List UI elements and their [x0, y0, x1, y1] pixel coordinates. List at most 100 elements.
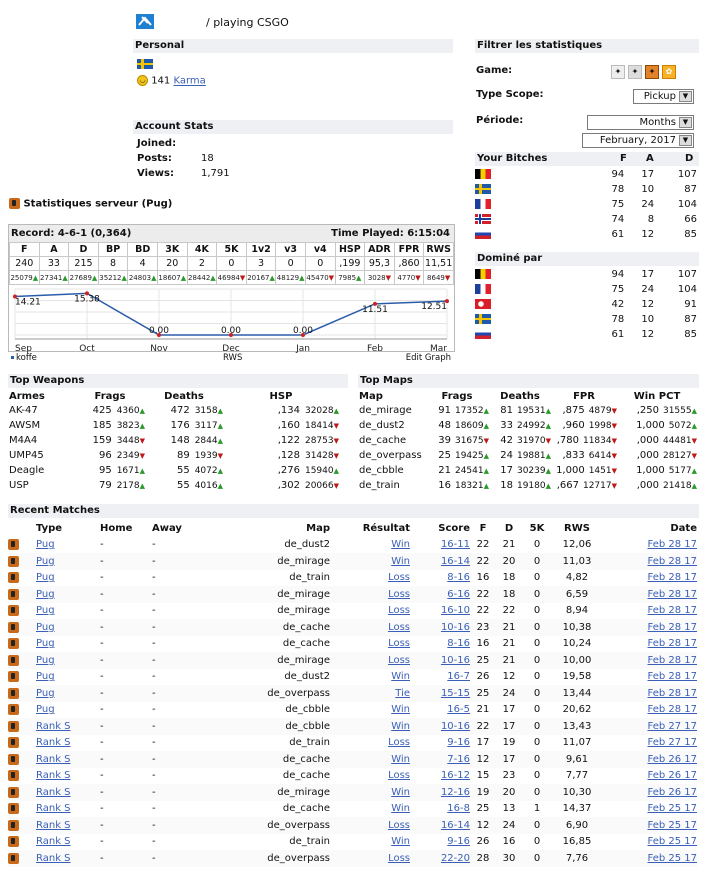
karma-link[interactable]: Karma — [173, 75, 206, 87]
period-select[interactable]: Months ▼ — [587, 115, 694, 130]
match-date-link[interactable]: Feb 28 17 — [647, 638, 697, 650]
match-date-link[interactable]: Feb 28 17 — [647, 539, 697, 551]
match-score-link[interactable]: 9-16 — [447, 836, 470, 848]
match-score-link[interactable]: 12-16 — [440, 786, 470, 798]
match-score-link[interactable]: 10-16 — [440, 621, 470, 633]
match-type-link[interactable]: Rank S — [36, 786, 71, 798]
player-row[interactable]: 61 12 85 — [475, 327, 697, 342]
match-score-link[interactable]: 16-14 — [440, 819, 470, 831]
match-date-link[interactable]: Feb 27 17 — [647, 737, 697, 749]
match-date-link[interactable]: Feb 27 17 — [647, 720, 697, 732]
match-type-link[interactable]: Pug — [36, 539, 55, 551]
month-select[interactable]: February, 2017 ▼ — [582, 133, 694, 148]
match-score-link[interactable]: 10-16 — [440, 720, 470, 732]
game-other-icon[interactable]: ✿ — [662, 65, 676, 79]
match-date-link[interactable]: Feb 28 17 — [647, 605, 697, 617]
match-result-link[interactable]: Win — [391, 803, 410, 815]
match-type-link[interactable]: Pug — [36, 671, 55, 683]
match-result-link[interactable]: Win — [391, 555, 410, 567]
match-result-link[interactable]: Loss — [388, 654, 410, 666]
match-date-link[interactable]: Feb 25 17 — [647, 803, 697, 815]
match-score-link[interactable]: 16-7 — [447, 671, 470, 683]
player-row[interactable]: 94 17 107 — [475, 267, 697, 282]
match-date-link[interactable]: Feb 28 17 — [647, 588, 697, 600]
match-result-link[interactable]: Loss — [388, 638, 410, 650]
match-type-link[interactable]: Rank S — [36, 836, 71, 848]
player-row[interactable]: 75 24 104 — [475, 282, 697, 297]
match-type-link[interactable]: Pug — [36, 555, 55, 567]
match-result-link[interactable]: Loss — [388, 588, 410, 600]
match-type-link[interactable]: Rank S — [36, 720, 71, 732]
match-type-link[interactable]: Rank S — [36, 737, 71, 749]
match-type-link[interactable]: Pug — [36, 572, 55, 584]
game-csgo-icon[interactable]: ✦ — [645, 65, 659, 79]
edit-graph-link[interactable]: Edit Graph — [405, 353, 451, 363]
player-row[interactable]: 78 10 87 — [475, 182, 697, 197]
match-date-link[interactable]: Feb 26 17 — [647, 786, 697, 798]
match-score-link[interactable]: 16-12 — [440, 770, 470, 782]
match-result-link[interactable]: Win — [391, 786, 410, 798]
match-score-link[interactable]: 10-16 — [440, 654, 470, 666]
player-row[interactable]: 61 12 85 — [475, 227, 697, 242]
match-date-link[interactable]: Feb 28 17 — [647, 687, 697, 699]
match-score-link[interactable]: 8-16 — [447, 572, 470, 584]
player-row[interactable]: 74 8 66 — [475, 212, 697, 227]
player-row[interactable]: 42 12 91 — [475, 297, 697, 312]
match-date-link[interactable]: Feb 26 17 — [647, 770, 697, 782]
match-date-link[interactable]: Feb 28 17 — [647, 671, 697, 683]
match-type-link[interactable]: Pug — [36, 605, 55, 617]
match-type-link[interactable]: Pug — [36, 621, 55, 633]
match-result-link[interactable]: Tie — [395, 687, 410, 699]
match-score-link[interactable]: 9-16 — [447, 737, 470, 749]
match-result-link[interactable]: Win — [391, 671, 410, 683]
match-type-link[interactable]: Pug — [36, 687, 55, 699]
match-score-link[interactable]: 22-20 — [440, 852, 470, 864]
match-result-link[interactable]: Win — [391, 753, 410, 765]
match-result-link[interactable]: Loss — [388, 572, 410, 584]
match-result-link[interactable]: Win — [391, 836, 410, 848]
match-type-link[interactable]: Rank S — [36, 753, 71, 765]
match-date-link[interactable]: Feb 25 17 — [647, 852, 697, 864]
match-result-link[interactable]: Win — [391, 539, 410, 551]
match-type-link[interactable]: Rank S — [36, 770, 71, 782]
match-score-link[interactable]: 16-8 — [447, 803, 470, 815]
match-result-link[interactable]: Loss — [388, 852, 410, 864]
avatar[interactable] — [136, 14, 154, 29]
match-type-link[interactable]: Pug — [36, 654, 55, 666]
game-css-icon[interactable]: ✦ — [628, 65, 642, 79]
scope-select[interactable]: Pickup ▼ — [633, 89, 694, 104]
match-score-link[interactable]: 6-16 — [447, 588, 470, 600]
match-type-link[interactable]: Pug — [36, 638, 55, 650]
match-date-link[interactable]: Feb 25 17 — [647, 819, 697, 831]
match-type-link[interactable]: Pug — [36, 704, 55, 716]
match-date-link[interactable]: Feb 25 17 — [647, 836, 697, 848]
match-score-link[interactable]: 16-5 — [447, 704, 470, 716]
match-score-link[interactable]: 16-11 — [440, 539, 470, 551]
match-date-link[interactable]: Feb 28 17 — [647, 704, 697, 716]
player-row[interactable]: 78 10 87 — [475, 312, 697, 327]
match-result-link[interactable]: Win — [391, 720, 410, 732]
match-type-link[interactable]: Rank S — [36, 803, 71, 815]
match-score-link[interactable]: 16-14 — [440, 555, 470, 567]
match-type-link[interactable]: Rank S — [36, 852, 71, 864]
match-date-link[interactable]: Feb 28 17 — [647, 654, 697, 666]
match-type-link[interactable]: Pug — [36, 588, 55, 600]
game-cs-icon[interactable]: ✦ — [611, 65, 625, 79]
match-score-link[interactable]: 8-16 — [447, 638, 470, 650]
match-score-link[interactable]: 15-15 — [440, 687, 470, 699]
match-result-link[interactable]: Loss — [388, 621, 410, 633]
match-date-link[interactable]: Feb 28 17 — [647, 572, 697, 584]
match-result-link[interactable]: Loss — [388, 605, 410, 617]
match-date-link[interactable]: Feb 28 17 — [647, 621, 697, 633]
match-result-link[interactable]: Loss — [388, 737, 410, 749]
match-date-link[interactable]: Feb 26 17 — [647, 753, 697, 765]
match-result-link[interactable]: Loss — [388, 819, 410, 831]
match-score-link[interactable]: 16-10 — [440, 605, 470, 617]
match-type-link[interactable]: Rank S — [36, 819, 71, 831]
player-row[interactable]: 94 17 107 — [475, 167, 697, 182]
match-result-link[interactable]: Loss — [388, 770, 410, 782]
match-result-link[interactable]: Win — [391, 704, 410, 716]
match-score-link[interactable]: 7-16 — [447, 753, 470, 765]
player-row[interactable]: 75 24 104 — [475, 197, 697, 212]
match-date-link[interactable]: Feb 28 17 — [647, 555, 697, 567]
